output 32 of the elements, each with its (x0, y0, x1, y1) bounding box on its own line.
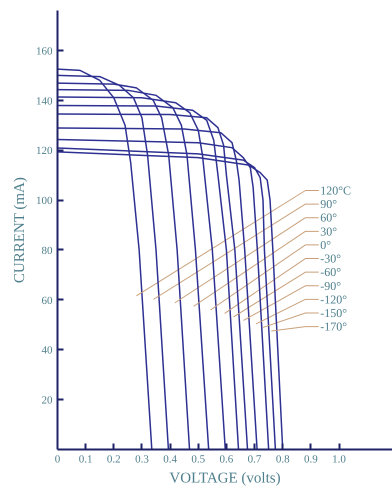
x-tick-label: 0.6 (220, 454, 234, 466)
x-tick-label: 0.8 (276, 454, 290, 466)
x-tick-label: 0 (54, 454, 61, 466)
text: 30° (320, 224, 338, 238)
y-tick-label: 80 (42, 244, 53, 257)
y-tick-label: 160 (36, 45, 53, 58)
x-tick-label: 0.2 (106, 454, 121, 466)
text: 90° (320, 197, 338, 212)
y-tick-label: 20 (42, 394, 53, 407)
text: -170° (320, 320, 348, 334)
text: -150° (320, 306, 348, 320)
text: -30° (320, 252, 342, 266)
y-tick-label: 60 (42, 294, 53, 307)
x-axis-title: VOLTAGE (volts) (169, 470, 281, 486)
x-tick-label: 0.4 (163, 454, 178, 466)
text: 0° (320, 238, 332, 252)
x-tick-label: 0.1 (78, 454, 93, 466)
text: 60° (320, 210, 338, 225)
x-tick-label: 0.9 (304, 454, 318, 466)
y-tick-label: 40 (42, 344, 53, 357)
text: 120°C (320, 183, 352, 198)
text: -90° (320, 278, 342, 293)
x-tick-label: 0.5 (191, 454, 206, 466)
text: -60° (320, 265, 342, 280)
x-tick-label: 0.7 (248, 454, 262, 466)
y-tick-label: 120 (36, 145, 53, 158)
x-tick-label: 0.3 (135, 454, 150, 466)
x-tick-label: 1.0 (332, 454, 346, 466)
text: -120° (320, 292, 348, 306)
y-axis-title: CURRENT (mA) (12, 177, 28, 284)
y-tick-label: 100 (36, 195, 53, 208)
y-tick-label: 140 (36, 95, 53, 108)
